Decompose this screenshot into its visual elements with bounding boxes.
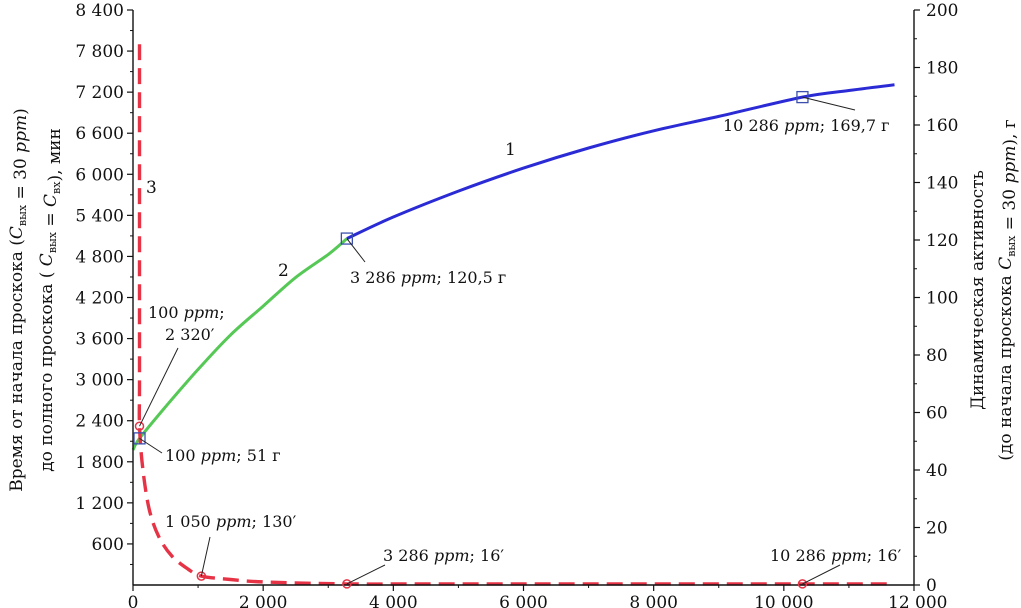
curve-1-label: 1	[505, 140, 516, 160]
x-tick-label: 4 000	[369, 593, 418, 608]
y-left-tick-label: 1 800	[75, 453, 124, 473]
y-right-tick-label: 140	[926, 174, 958, 194]
marker-circle	[342, 579, 352, 589]
x-tick-label: 8 000	[629, 593, 678, 608]
annotation-leader	[346, 238, 366, 263]
annotation-label: 10 286 ppm; 169,7 г	[723, 116, 889, 135]
annotation-label: 10 286 ppm; 16′	[770, 546, 902, 565]
curve-3-line	[137, 44, 895, 586]
curve-2-label: 2	[278, 261, 289, 281]
annotation-leader	[346, 564, 386, 585]
curve-2-line	[131, 237, 348, 451]
annotation-label: 3 286 ppm; 120,5 г	[350, 268, 506, 287]
y-left-tick-label: 3 600	[75, 330, 124, 350]
y-left-tick-label: 7 200	[75, 83, 124, 103]
y-left-tick-label: 4 800	[75, 247, 124, 267]
y-left-tick-label: 8 400	[75, 1, 124, 21]
x-tick-label: 0	[128, 593, 139, 608]
annotation-leader	[139, 347, 179, 427]
y-right-tick-label: 180	[926, 59, 958, 79]
y-right-tick-label: 120	[926, 231, 958, 251]
marker-square	[133, 432, 146, 445]
annotation-label: 1 050 ppm; 130′	[165, 512, 297, 531]
curve-1-line	[346, 83, 895, 240]
y-right-tick-label: 200	[926, 1, 958, 21]
y-right-tick-label: 60	[926, 404, 948, 424]
annotation-leader	[802, 564, 841, 585]
annotation-label: 100 ppm;	[148, 303, 225, 322]
y-left-tick-label: 600	[92, 535, 124, 555]
x-tick-label: 2 000	[239, 593, 288, 608]
annotation-leader	[200, 536, 211, 577]
y-left-tick-label: 6 600	[75, 124, 124, 144]
y-right-tick-label: 40	[926, 461, 948, 481]
x-tick-label: 12 000	[888, 593, 947, 608]
x-tick-label: 10 000	[754, 593, 813, 608]
marker-square	[796, 90, 809, 104]
y-left-tick-label: 2 400	[75, 412, 124, 432]
y-left-title-line2: до полного проскока ( Cвых = Cвх), мин	[37, 128, 65, 472]
marker-circle	[196, 571, 207, 581]
annotation-leader	[802, 96, 856, 111]
y-left-tick-label: 3 000	[75, 371, 124, 391]
annotation-label: 100 ppm; 51 г	[165, 446, 281, 465]
annotation-label: 3 286 ppm; 16′	[383, 546, 504, 565]
annotation-leader	[139, 437, 163, 454]
marker-square	[340, 232, 354, 245]
y-left-tick-label: 7 800	[75, 42, 124, 62]
y-left-tick-label: 5 400	[75, 206, 124, 226]
marker-circle	[797, 579, 808, 589]
marker-circle	[134, 421, 145, 431]
x-tick-label: 6 000	[499, 593, 548, 608]
y-left-tick-label: 6 000	[75, 165, 124, 185]
y-right-tick-label: 160	[926, 116, 958, 136]
y-right-tick-label: 20	[926, 519, 948, 539]
curves-layer	[131, 44, 895, 586]
annotation-label: 2 320′	[165, 325, 215, 344]
y-right-title-line1: Динамическая активность	[968, 170, 988, 410]
markers-layer	[133, 90, 809, 589]
curve-3-label: 3	[146, 178, 157, 198]
y-right-tick-label: 0	[926, 576, 937, 596]
y-right-title-line2: (до начала проскока Cвых = 30 ppm), г	[996, 119, 1020, 461]
y-left-tick-label: 4 200	[75, 289, 124, 309]
y-left-title-line1: Время от начала проскока (Cвых = 30 ppm)	[7, 108, 31, 491]
annotations-layer: 1 2 3 10 286 ppm; 169,7 г 3 286 ppm; 120,5 г…	[139, 96, 902, 585]
y-right-tick-label: 100	[926, 289, 958, 309]
y-left-tick-label: 1 200	[75, 494, 124, 514]
y-right-tick-label: 80	[926, 346, 948, 366]
